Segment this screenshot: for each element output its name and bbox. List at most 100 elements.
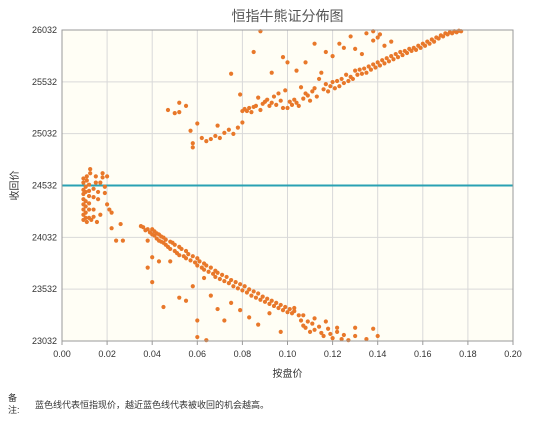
data-point: [256, 95, 261, 100]
data-point: [206, 269, 211, 274]
data-point: [84, 178, 89, 183]
data-point: [83, 189, 88, 195]
data-point: [93, 174, 98, 179]
data-point: [190, 284, 195, 289]
data-point: [251, 289, 256, 294]
data-point: [179, 246, 184, 252]
data-point: [328, 331, 333, 337]
data-point: [240, 288, 245, 293]
data-point: [217, 135, 222, 141]
data-point: [93, 180, 98, 185]
data-point: [120, 238, 125, 243]
data-point: [267, 311, 272, 316]
y-tick-label: 23032: [32, 336, 57, 346]
data-point: [83, 215, 88, 220]
data-point: [172, 242, 177, 247]
data-point: [233, 280, 238, 285]
data-point: [362, 66, 367, 71]
data-point: [229, 71, 234, 76]
data-point: [109, 226, 114, 231]
data-point: [285, 60, 290, 65]
data-point: [102, 190, 107, 196]
data-point: [81, 180, 86, 185]
data-point: [86, 207, 92, 212]
data-point: [95, 189, 101, 195]
data-point: [100, 171, 105, 176]
data-point: [215, 123, 220, 128]
data-point: [208, 265, 213, 270]
data-point: [229, 277, 234, 283]
data-point: [330, 54, 335, 59]
data-point: [145, 265, 150, 270]
data-point: [348, 34, 353, 39]
data-point: [294, 100, 299, 105]
data-point: [91, 214, 96, 219]
data-point: [105, 174, 110, 179]
data-point: [316, 324, 322, 329]
data-point: [301, 313, 306, 318]
data-point: [377, 63, 383, 68]
data-point: [287, 99, 292, 104]
data-point: [312, 41, 317, 46]
data-point: [258, 107, 263, 113]
data-point: [359, 51, 365, 57]
data-point: [310, 321, 315, 326]
y-axis-ticks: 23032 23532 24032 24532 25032 25532 26032: [32, 25, 57, 346]
data-point: [156, 259, 162, 264]
data-point: [440, 34, 446, 39]
data-point: [382, 43, 387, 48]
data-point: [436, 36, 441, 41]
data-point: [98, 180, 103, 185]
data-point: [145, 238, 150, 243]
data-point: [91, 186, 96, 191]
x-tick-label: 0.16: [414, 349, 432, 359]
data-point: [100, 175, 105, 180]
x-tick-label: 0.12: [324, 349, 342, 359]
data-point: [150, 280, 155, 285]
data-point: [86, 193, 92, 199]
data-point: [190, 145, 195, 150]
data-point: [319, 70, 324, 75]
data-point: [177, 253, 182, 258]
data-point: [312, 327, 317, 332]
data-point: [204, 263, 209, 268]
x-tick-label: 0.20: [504, 349, 522, 359]
scatter-chart: 23032 23532 24032 24532 25032 25532 26032 0.00…: [8, 8, 522, 380]
data-point: [83, 199, 88, 204]
data-point: [183, 248, 189, 254]
data-point: [251, 49, 256, 55]
data-point: [292, 309, 297, 314]
data-points: [81, 28, 464, 343]
data-point: [238, 92, 243, 97]
data-point: [231, 284, 236, 289]
data-point: [278, 98, 283, 103]
data-point: [283, 304, 288, 310]
data-point: [188, 258, 193, 263]
data-point: [244, 108, 250, 114]
data-point: [204, 139, 209, 144]
data-point: [244, 290, 250, 295]
data-point: [328, 84, 333, 89]
data-point: [332, 86, 337, 91]
data-point: [371, 38, 376, 43]
x-tick-label: 0.00: [53, 349, 71, 359]
data-point: [280, 105, 286, 111]
data-point: [118, 221, 123, 227]
data-point: [201, 275, 207, 281]
data-point: [337, 84, 342, 89]
data-point: [375, 35, 380, 40]
data-point: [88, 167, 93, 172]
data-point: [409, 48, 414, 54]
note-text: 蓝色线代表恒指现价，越近蓝色线代表被收回的机会越高。: [35, 400, 270, 410]
data-point: [323, 49, 328, 55]
data-point: [357, 67, 362, 72]
data-point: [235, 125, 240, 130]
data-point: [296, 313, 301, 318]
x-tick-label: 0.06: [189, 349, 207, 359]
x-tick-label: 0.10: [279, 349, 297, 359]
data-point: [339, 337, 344, 342]
data-point: [335, 78, 340, 84]
data-point: [364, 337, 369, 342]
data-point: [269, 100, 274, 105]
